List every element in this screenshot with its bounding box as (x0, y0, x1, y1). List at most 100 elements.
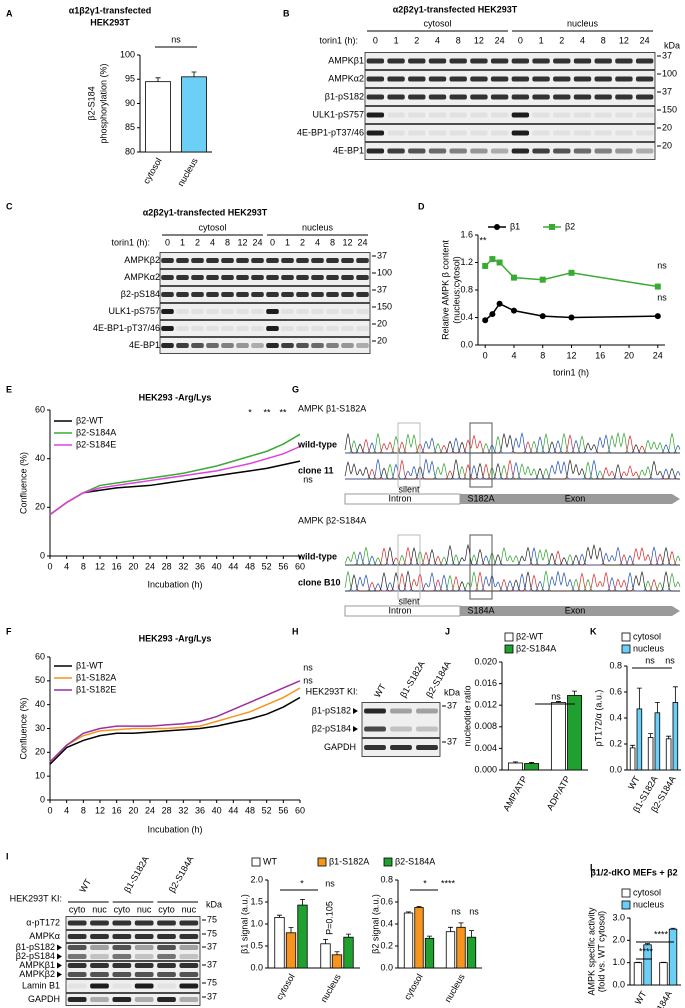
band (449, 76, 467, 82)
band (206, 292, 219, 297)
band (366, 112, 385, 118)
row-label: AMPKβ1 (19, 960, 55, 970)
y-axis-label: β1 signal (a.u.) (239, 894, 249, 954)
lane-label: 4 (315, 237, 320, 247)
lane-label: nuc (137, 904, 152, 914)
row-label: 4E-BP1-pT37/46 (297, 127, 364, 137)
x-tick-label: nucleus (319, 972, 343, 1004)
band (161, 326, 174, 331)
y-tick-label: 0.0 (612, 979, 625, 989)
band (553, 148, 571, 154)
band (341, 326, 354, 331)
annotation: ns (551, 691, 561, 701)
y-tick-label: 1.0 (612, 957, 625, 967)
band (157, 983, 176, 989)
row-arrow (57, 953, 62, 960)
kda-label: 37 (377, 250, 387, 260)
band (90, 983, 109, 989)
band (553, 94, 571, 100)
silent-box (397, 534, 421, 600)
band (90, 954, 109, 959)
band (176, 309, 189, 314)
band (615, 130, 633, 136)
band (356, 326, 369, 331)
y-tick-label: 0.0 (460, 339, 473, 349)
x-tick-label: 8 (81, 805, 86, 815)
legend-swatch (383, 857, 393, 867)
band (341, 343, 354, 348)
line (49, 687, 301, 763)
point (482, 317, 489, 324)
kda-label: 37 (447, 700, 457, 710)
bar (445, 931, 456, 969)
band (112, 983, 132, 989)
chromatogram-trace (345, 543, 680, 566)
y-tick-label: 0.4 (380, 918, 393, 928)
error-bar (427, 935, 432, 939)
band (470, 76, 488, 82)
bar (297, 904, 308, 969)
band (161, 258, 174, 263)
band (326, 258, 339, 263)
error-bar (512, 761, 518, 763)
band (387, 112, 405, 118)
annotation: ** (263, 407, 271, 417)
band (176, 343, 189, 348)
error-bar (300, 898, 305, 906)
kda-unit: kDa (664, 40, 680, 50)
error-bar (645, 943, 651, 945)
legend-label: β2-S184E (76, 439, 116, 449)
y-tick-label: 0.012 (474, 700, 497, 710)
y-tick-label: 0.5 (250, 940, 263, 950)
band (364, 708, 386, 714)
x-tick-label: 20 (128, 561, 138, 571)
band (134, 954, 154, 959)
error-bar (288, 927, 294, 933)
panel-label: L (590, 862, 596, 872)
exon-label: Exon (565, 493, 586, 503)
kda-label: 37 (662, 50, 672, 60)
x-tick-label: 44 (228, 561, 238, 571)
band (281, 275, 294, 280)
lane-label: 0 (518, 35, 523, 45)
y-axis-label: (nucleus:cytosol) (451, 256, 461, 324)
bar (507, 762, 523, 771)
band (206, 343, 219, 348)
point (568, 314, 575, 321)
band (157, 963, 176, 968)
band (206, 275, 219, 280)
band (553, 112, 571, 118)
x-axis-label: Incubation (h) (147, 579, 202, 589)
band (470, 58, 488, 64)
band (179, 972, 199, 977)
annotation: ns (657, 260, 667, 270)
mutation-box (469, 534, 493, 600)
kda-label: 20 (662, 122, 672, 132)
blot-strip (159, 337, 371, 354)
band (179, 997, 199, 1002)
band (176, 292, 189, 297)
kda-label: 100 (662, 68, 677, 78)
y-tick-label: 0.004 (474, 743, 497, 753)
bar (145, 81, 171, 153)
panel-label: E (6, 384, 12, 394)
band (236, 309, 249, 314)
band (281, 309, 294, 314)
band (191, 326, 204, 331)
point (489, 256, 496, 263)
sequence-row-label: clone B10 (298, 577, 341, 587)
band (364, 726, 386, 732)
band (134, 972, 154, 977)
kda-unit: kDa (444, 687, 460, 697)
y-tick-label: 95 (125, 74, 135, 84)
band (157, 954, 176, 959)
row-label: β1-pS182 (325, 91, 364, 101)
annotation: * (423, 878, 427, 888)
line (49, 445, 301, 516)
y-tick-label: 0.6 (609, 686, 622, 696)
band (341, 258, 354, 263)
error-bar (155, 77, 161, 82)
point (539, 276, 546, 283)
row-arrow (57, 944, 62, 951)
band (356, 258, 369, 263)
